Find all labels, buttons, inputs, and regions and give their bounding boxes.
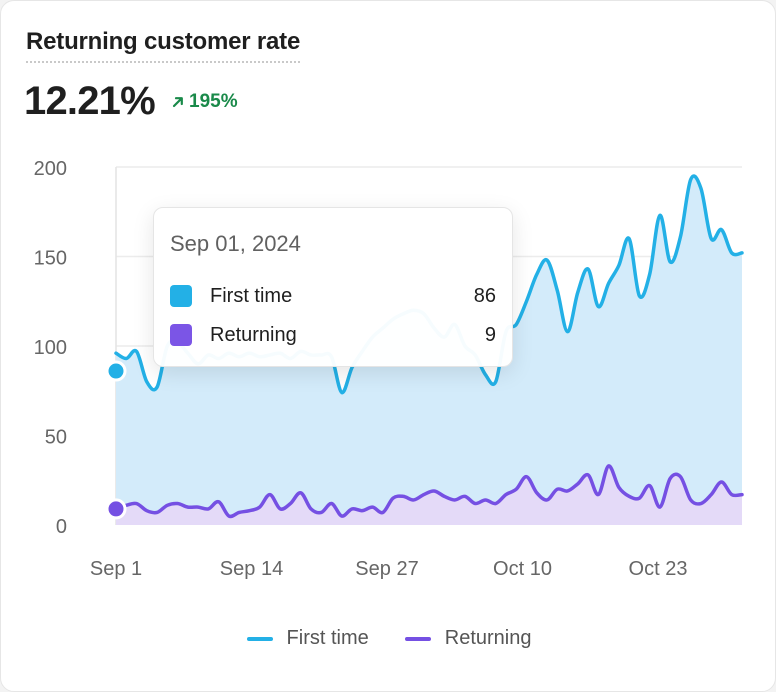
legend-label: First time — [286, 627, 369, 649]
tooltip-value: 86 — [473, 284, 496, 307]
chart-tooltip: Sep 01, 2024 First time 86 Returning 9 — [153, 207, 513, 367]
y-tick-label: 50 — [45, 427, 67, 449]
tooltip-label: First time — [210, 284, 293, 307]
x-tick-label: Oct 10 — [493, 558, 552, 580]
x-tick-label: Sep 27 — [355, 558, 418, 580]
tooltip-value: 9 — [484, 323, 496, 346]
y-tick-label: 200 — [34, 158, 67, 180]
delta-value: 195% — [189, 91, 238, 112]
arrow-up-right-icon — [171, 95, 185, 109]
y-tick-label: 150 — [34, 248, 67, 270]
y-tick-label: 0 — [56, 516, 67, 538]
tooltip-date: Sep 01, 2024 — [170, 231, 301, 256]
tooltip-swatch-returning — [170, 324, 192, 346]
legend-item-returning[interactable]: Returning — [404, 627, 532, 650]
legend-line-icon — [404, 636, 431, 641]
tooltip-row-first-time: First time 86 — [170, 283, 496, 309]
tooltip-swatch-first-time — [170, 285, 192, 307]
highlight-point-returning — [105, 498, 127, 520]
x-tick-label: Oct 23 — [629, 558, 688, 580]
card-title[interactable]: Returning customer rate — [26, 28, 300, 63]
delta-badge: 195% — [171, 91, 238, 113]
highlight-point-first-time — [105, 360, 127, 382]
x-tick-label: Sep 14 — [220, 558, 283, 580]
chart-legend: First time Returning — [1, 627, 775, 650]
legend-line-icon — [246, 636, 273, 641]
y-tick-label: 100 — [34, 337, 67, 359]
tooltip-row-returning: Returning 9 — [170, 322, 496, 348]
tooltip-label: Returning — [210, 323, 297, 346]
area-fill-returning — [116, 465, 742, 525]
area-chart[interactable]: 0 50 100 150 200 Sep 1 Sep 14 Sep 27 Oct 10 Oct 2… — [1, 1, 776, 621]
metric-value: 12.21% — [24, 79, 156, 123]
legend-item-first-time[interactable]: First time — [246, 627, 369, 650]
series-line-returning — [114, 464, 744, 519]
x-tick-label: Sep 1 — [90, 558, 142, 580]
legend-label: Returning — [444, 627, 532, 649]
